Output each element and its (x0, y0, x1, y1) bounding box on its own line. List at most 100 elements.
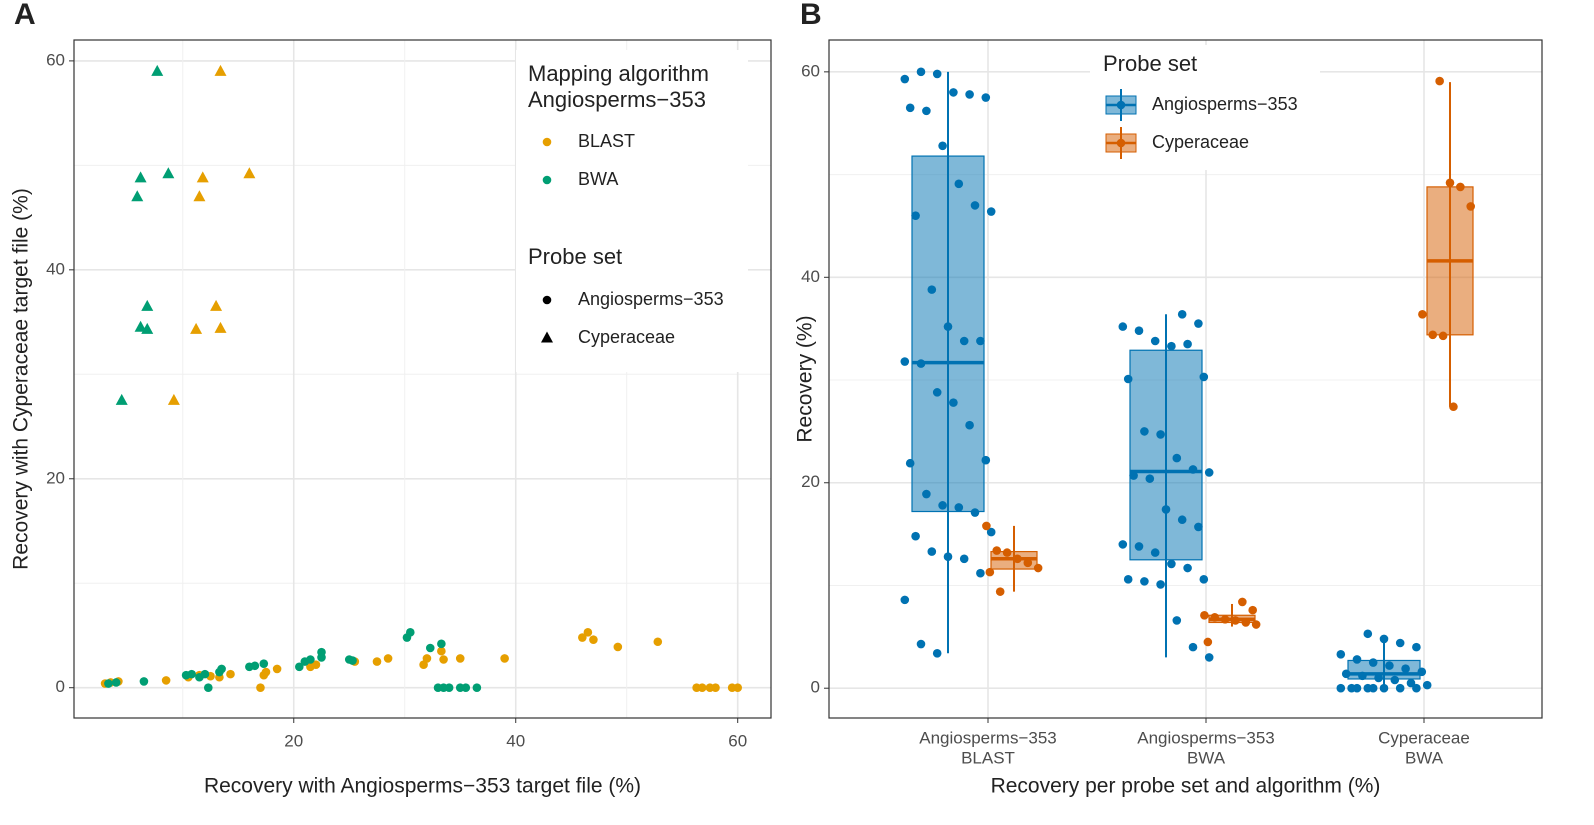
y-tick-label: 0 (56, 677, 65, 696)
legend-title: Mapping algorithm (528, 61, 709, 86)
point (1002, 548, 1012, 557)
point (954, 179, 964, 189)
point (1188, 465, 1198, 474)
plot-border (828, 39, 1543, 719)
point (1118, 540, 1128, 549)
point (976, 568, 985, 578)
point (1428, 330, 1438, 340)
point (167, 393, 180, 405)
point (472, 683, 482, 693)
point (1374, 673, 1383, 683)
point (1150, 548, 1160, 557)
point (461, 683, 471, 693)
point (455, 654, 465, 663)
point (1140, 577, 1149, 586)
point (1210, 613, 1220, 622)
legend-title: Angiosperms−353 (528, 87, 706, 112)
point (911, 531, 920, 541)
point (905, 103, 915, 113)
point (306, 655, 315, 664)
point (425, 643, 435, 653)
point (1150, 336, 1160, 346)
legend-key (542, 295, 552, 305)
y-tick-label: 60 (801, 61, 820, 80)
point (1145, 474, 1155, 483)
point (900, 357, 910, 366)
y-tick-label: 0 (811, 678, 820, 697)
point (1385, 661, 1394, 670)
point (583, 628, 593, 637)
point (1220, 615, 1230, 624)
point (1172, 616, 1182, 625)
point (1368, 658, 1378, 667)
point (976, 336, 985, 346)
y-tick-label: 20 (801, 472, 820, 491)
point (1204, 468, 1214, 477)
point (104, 679, 113, 688)
point (1379, 683, 1389, 693)
point (1401, 664, 1410, 673)
point (1177, 515, 1187, 525)
point (250, 661, 260, 671)
y-tick-label: 20 (46, 468, 65, 487)
point (1033, 563, 1043, 573)
point (1412, 683, 1421, 693)
point (1194, 319, 1203, 328)
point (141, 299, 154, 311)
legend-title: Probe set (528, 244, 622, 269)
point (311, 660, 321, 670)
point (900, 74, 910, 84)
point (932, 388, 942, 397)
point (1435, 76, 1444, 86)
point (981, 455, 991, 465)
point (272, 664, 282, 674)
point (1194, 522, 1203, 532)
point (922, 106, 931, 116)
point (1358, 671, 1367, 681)
point (134, 171, 147, 183)
point (965, 420, 974, 430)
legend-key (542, 137, 552, 147)
point (992, 546, 1002, 555)
point (916, 639, 926, 649)
point (965, 90, 974, 99)
point (970, 201, 980, 210)
point (111, 678, 121, 687)
point (932, 69, 942, 79)
point (905, 458, 915, 468)
x-tick-label: Angiosperms−353 (1137, 728, 1275, 747)
point (1251, 620, 1261, 629)
point (1161, 505, 1171, 514)
point (1341, 669, 1351, 679)
point (317, 647, 326, 657)
point (1140, 427, 1149, 436)
point (348, 656, 357, 665)
panel-label: B (800, 0, 822, 31)
point (1172, 453, 1182, 463)
point (932, 648, 942, 658)
point (949, 88, 958, 97)
point (943, 552, 953, 562)
point (1134, 326, 1144, 336)
point (295, 662, 304, 672)
point (986, 527, 996, 537)
point (1177, 309, 1187, 319)
point (1438, 331, 1448, 341)
point (733, 683, 743, 693)
point (613, 642, 623, 652)
x-axis-title: Recovery per probe set and algorithm (%) (991, 775, 1381, 798)
point (995, 587, 1005, 596)
legend-background (516, 50, 748, 372)
point (1013, 554, 1022, 564)
y-axis-title: Recovery (%) (794, 315, 817, 442)
point (1445, 178, 1455, 188)
point (1203, 637, 1213, 647)
point (161, 676, 171, 685)
y-tick-label: 40 (801, 267, 820, 286)
point (405, 628, 415, 637)
point (1390, 675, 1400, 685)
x-tick-label: BWA (1187, 748, 1226, 767)
point (372, 657, 382, 666)
point (187, 669, 196, 679)
